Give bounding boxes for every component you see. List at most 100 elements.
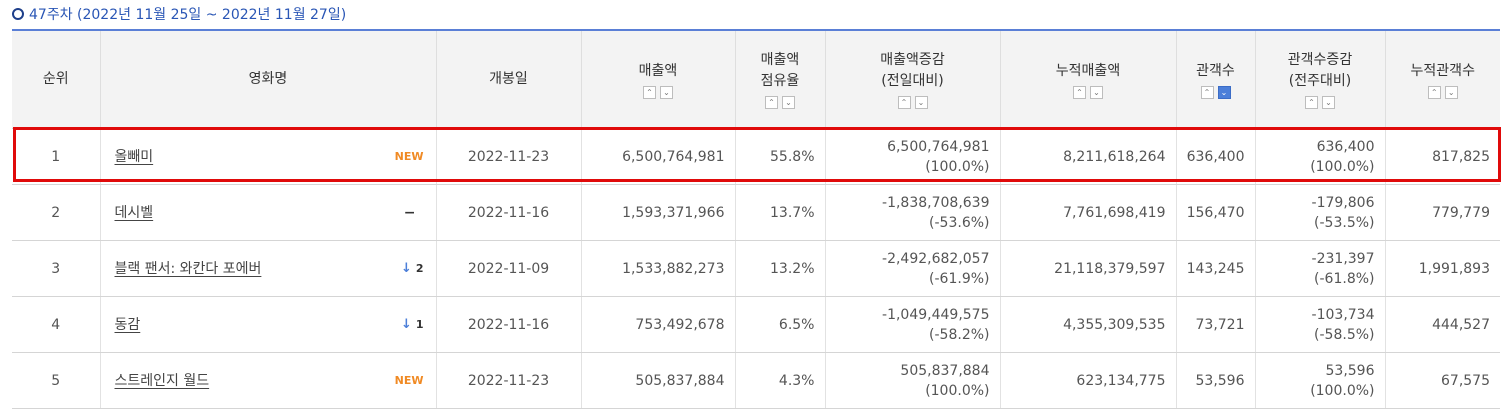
- cum-audience-cell: 1,991,893: [1385, 240, 1500, 297]
- sort-desc-button[interactable]: ⌄: [1322, 96, 1335, 109]
- new-badge: NEW: [394, 373, 424, 387]
- col-sales-change: 매출액증감 (전일대비) ⌃ ⌄: [825, 30, 1001, 129]
- cum-audience-sorter: ⌃ ⌄: [1390, 85, 1497, 99]
- share-cell: 13.2%: [735, 240, 826, 297]
- audience-cell: 156,470: [1176, 184, 1256, 241]
- rank-down-badge: ↓ 2: [401, 259, 424, 279]
- audience-change-cell: -103,734 (-58.5%): [1255, 296, 1386, 353]
- table-header-row: 순위 영화명 개봉일 매출액 ⌃ ⌄ 매출액 점유율 ⌃ ⌄ 매출액증감: [12, 30, 1500, 129]
- sales-cell: 1,593,371,966: [581, 184, 736, 241]
- cum-audience-cell: 67,575: [1385, 352, 1500, 409]
- sort-desc-button[interactable]: ⌄: [1444, 85, 1458, 99]
- sales-change-cell: -1,838,708,639 (-53.6%): [825, 184, 1001, 241]
- share-cell: 4.3%: [735, 352, 826, 409]
- title-cell: 올빼미 NEW: [100, 128, 437, 185]
- sales-change-sorter: ⌃ ⌄: [830, 96, 996, 109]
- audience-cell: 53,596: [1176, 352, 1256, 409]
- cum-sales-cell: 7,761,698,419: [1000, 184, 1177, 241]
- sort-desc-button-active[interactable]: ⌄: [1217, 85, 1231, 99]
- movie-title-link[interactable]: 올빼미: [114, 148, 154, 165]
- rank-cell: 1: [12, 128, 101, 185]
- table-row: 1 올빼미 NEW 2022-11-23 6,500,764,981 55.8%…: [12, 128, 1500, 185]
- table-row: 3 블랙 팬서: 와칸다 포에버 ↓ 2 2022-11-09 1,533,88…: [12, 240, 1500, 297]
- release-date-cell: 2022-11-23: [436, 128, 582, 185]
- col-audience-change: 관객수증감 (전주대비) ⌃ ⌄: [1255, 30, 1386, 129]
- title-cell: 동감 ↓ 1: [100, 296, 437, 353]
- audience-cell: 636,400: [1176, 128, 1256, 185]
- circle-bullet-icon: [12, 8, 24, 20]
- release-date-cell: 2022-11-23: [436, 352, 582, 409]
- cum-sales-cell: 8,211,618,264: [1000, 128, 1177, 185]
- col-release: 개봉일: [436, 30, 582, 129]
- rank-cell: 2: [12, 184, 101, 241]
- movie-title-link[interactable]: 블랙 팬서: 와칸다 포에버: [114, 260, 262, 277]
- sort-desc-button[interactable]: ⌄: [914, 96, 928, 109]
- title-cell: 스트레인지 월드 NEW: [100, 352, 437, 409]
- arrow-down-icon: ↓: [400, 316, 412, 332]
- col-title: 영화명: [100, 30, 437, 129]
- col-audience: 관객수 ⌃ ⌄: [1176, 30, 1256, 129]
- sales-sorter: ⌃ ⌄: [586, 85, 731, 99]
- title-cell: 데시벨 −: [100, 184, 437, 241]
- cum-audience-cell: 817,825: [1385, 128, 1500, 185]
- share-cell: 6.5%: [735, 296, 826, 353]
- sort-asc-button[interactable]: ⌃: [1073, 85, 1086, 99]
- sort-desc-button[interactable]: ⌄: [660, 85, 673, 99]
- period-label: 47주차 (2022년 11월 25일 ~ 2022년 11월 27일): [29, 7, 347, 23]
- cum-sales-cell: 21,118,379,597: [1000, 240, 1177, 297]
- new-badge: NEW: [394, 149, 424, 163]
- sales-change-cell: -2,492,682,057 (-61.9%): [825, 240, 1001, 297]
- rank-unchanged-badge: −: [403, 204, 416, 221]
- audience-sorter: ⌃ ⌄: [1181, 85, 1251, 99]
- sales-cell: 6,500,764,981: [581, 128, 736, 185]
- sales-change-cell: 6,500,764,981 (100.0%): [825, 128, 1001, 185]
- table-row: 4 동감 ↓ 1 2022-11-16 753,492,678 6.5% -1,…: [12, 296, 1500, 353]
- cum-sales-cell: 4,355,309,535: [1000, 296, 1177, 353]
- arrow-down-icon: ↓: [400, 260, 412, 276]
- sales-cell: 1,533,882,273: [581, 240, 736, 297]
- table-row: 2 데시벨 − 2022-11-16 1,593,371,966 13.7% -…: [12, 184, 1500, 241]
- col-share: 매출액 점유율 ⌃ ⌄: [735, 30, 826, 129]
- col-cum-sales: 누적매출액 ⌃ ⌄: [1000, 30, 1177, 129]
- audience-cell: 143,245: [1176, 240, 1256, 297]
- rank-cell: 3: [12, 240, 101, 297]
- share-sorter: ⌃ ⌄: [740, 96, 821, 109]
- audience-change-cell: -179,806 (-53.5%): [1255, 184, 1386, 241]
- cum-sales-sorter: ⌃ ⌄: [1005, 85, 1172, 99]
- col-cum-audience: 누적관객수 ⌃ ⌄: [1385, 30, 1500, 129]
- rank-down-badge: ↓ 1: [401, 315, 424, 335]
- movie-title-link[interactable]: 동감: [114, 316, 141, 333]
- cum-audience-cell: 444,527: [1385, 296, 1500, 353]
- table-row: 5 스트레인지 월드 NEW 2022-11-23 505,837,884 4.…: [12, 352, 1500, 409]
- sort-asc-button[interactable]: ⌃: [1200, 85, 1214, 99]
- sort-desc-button[interactable]: ⌄: [782, 96, 795, 109]
- release-date-cell: 2022-11-16: [436, 296, 582, 353]
- col-sales: 매출액 ⌃ ⌄: [581, 30, 736, 129]
- sort-asc-button[interactable]: ⌃: [643, 85, 656, 99]
- period-header: 47주차 (2022년 11월 25일 ~ 2022년 11월 27일): [12, 3, 346, 25]
- audience-change-sorter: ⌃ ⌄: [1260, 96, 1381, 109]
- movie-title-link[interactable]: 스트레인지 월드: [114, 372, 210, 389]
- box-office-table: 순위 영화명 개봉일 매출액 ⌃ ⌄ 매출액 점유율 ⌃ ⌄ 매출액증감: [12, 29, 1500, 409]
- release-date-cell: 2022-11-16: [436, 184, 582, 241]
- cum-audience-cell: 779,779: [1385, 184, 1500, 241]
- rank-cell: 4: [12, 296, 101, 353]
- sort-asc-button[interactable]: ⌃: [1305, 96, 1318, 109]
- cum-sales-cell: 623,134,775: [1000, 352, 1177, 409]
- sort-asc-button[interactable]: ⌃: [765, 96, 778, 109]
- audience-cell: 73,721: [1176, 296, 1256, 353]
- sort-asc-button[interactable]: ⌃: [897, 96, 911, 109]
- sales-change-cell: -1,049,449,575 (-58.2%): [825, 296, 1001, 353]
- audience-change-cell: -231,397 (-61.8%): [1255, 240, 1386, 297]
- movie-title-link[interactable]: 데시벨: [114, 204, 154, 221]
- col-rank: 순위: [12, 30, 101, 129]
- sort-desc-button[interactable]: ⌄: [1090, 85, 1103, 99]
- sort-asc-button[interactable]: ⌃: [1427, 85, 1441, 99]
- share-cell: 55.8%: [735, 128, 826, 185]
- sales-cell: 505,837,884: [581, 352, 736, 409]
- sales-cell: 753,492,678: [581, 296, 736, 353]
- sales-change-cell: 505,837,884 (100.0%): [825, 352, 1001, 409]
- audience-change-cell: 636,400 (100.0%): [1255, 128, 1386, 185]
- release-date-cell: 2022-11-09: [436, 240, 582, 297]
- audience-change-cell: 53,596 (100.0%): [1255, 352, 1386, 409]
